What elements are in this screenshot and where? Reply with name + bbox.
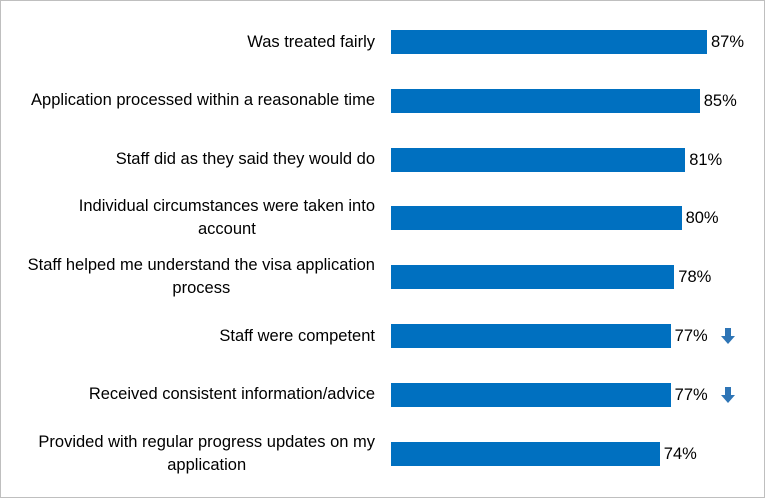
data-label: 78% [678, 268, 712, 287]
bar [391, 382, 671, 407]
bar [391, 206, 682, 231]
bar [391, 324, 671, 348]
category-label: Staff helped me understand the visa appl… [27, 256, 375, 298]
bar-row: Provided with regular progress updates o… [1, 428, 764, 480]
bar-row: Application processed within a reasonabl… [1, 75, 764, 127]
bar-row: Individual circumstances were taken into… [1, 192, 764, 244]
data-label: 77% [674, 327, 708, 345]
data-label: 74% [663, 444, 697, 463]
down-arrow-icon [720, 328, 735, 344]
category-label: Individual circumstances were taken into… [78, 197, 375, 239]
category-label: Received consistent information/advice [88, 385, 375, 404]
bar-row: Staff were competent 77% [1, 310, 764, 362]
bar [391, 88, 700, 113]
down-arrow-icon [720, 386, 735, 403]
category-label: Was treated fairly [247, 32, 375, 51]
bar-row: Received consistent information/advice 77… [1, 369, 764, 421]
data-label: 81% [689, 150, 723, 169]
bar-row: Staff helped me understand the visa appl… [1, 251, 764, 303]
bar [391, 147, 686, 172]
category-label: Provided with regular progress updates o… [38, 432, 375, 474]
bar [391, 30, 707, 54]
category-label: Staff were competent [219, 326, 375, 345]
bar [391, 441, 660, 466]
data-label: 87% [711, 33, 745, 51]
category-label: Staff did as they said they would do [115, 150, 375, 169]
bar-row: Was treated fairly 87% [1, 16, 764, 68]
bar-row: Staff did as they said they would do 81% [1, 134, 764, 186]
data-label: 77% [674, 385, 708, 404]
category-label: Application processed within a reasonabl… [31, 91, 375, 110]
data-label: 80% [685, 209, 719, 228]
bar [391, 265, 675, 290]
data-label: 85% [703, 91, 737, 110]
